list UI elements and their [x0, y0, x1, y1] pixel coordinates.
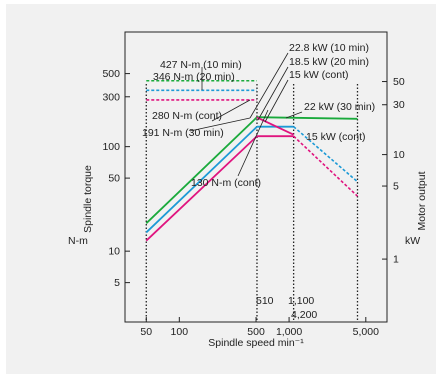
- reference-lines: [145, 84, 359, 322]
- annotation-15-kw-right: 15 kW (cont): [306, 131, 366, 143]
- ref-label-4200: 4,200: [291, 309, 317, 321]
- annotation-346-torque: 346 N-m (20 min): [153, 71, 235, 83]
- y-left-tick-label-300: 300: [102, 91, 120, 103]
- y-left-tick-label-100: 100: [102, 141, 120, 153]
- annotation-427-torque: 427 N-m (10 min): [160, 59, 242, 71]
- y-right-tick-label-10: 10: [393, 149, 405, 161]
- output-flat-green: [256, 116, 358, 120]
- y-right-axis-title: Motor output: [416, 171, 428, 230]
- y-right-tick-label-50: 50: [393, 76, 405, 88]
- x-axis-title-text: Spindle speed min⁻¹: [208, 337, 304, 349]
- y-left-axis-unit: N-m: [68, 235, 88, 247]
- ref-label-1100: 1,100: [288, 295, 314, 307]
- output-ramp-magenta: [145, 135, 258, 242]
- y-left-tick-label-500: 500: [102, 68, 120, 80]
- x-tick-label-1000: 1,000: [276, 326, 302, 338]
- annotation-22-kw: 22 kW (30 min): [304, 101, 375, 113]
- chart-panel: 5 10 50 100 300 500 1 5 10 30 50 50 100 500 1,000 5,00…: [6, 4, 436, 374]
- y-right-tick-label-5: 5: [393, 181, 399, 193]
- y-left-tick-label-50: 50: [108, 173, 120, 185]
- leader-line-7: [264, 79, 289, 123]
- annotation-18-5-kw: 18.5 kW (20 min): [289, 56, 369, 68]
- output-ramp-green: [145, 116, 258, 224]
- y-left-tick-label-5: 5: [114, 277, 120, 289]
- leader-line-3: [189, 117, 251, 132]
- output-falloff-blue: [293, 126, 359, 183]
- annotation-15-kw-top: 15 kW (cont): [289, 69, 349, 81]
- output-ramp-blue: [145, 126, 258, 234]
- output-falloff-magenta: [293, 135, 359, 197]
- x-tick-label-500: 500: [247, 326, 265, 338]
- leader-line-5: [249, 52, 289, 119]
- leader-line-4: [237, 109, 269, 177]
- y-right-tick-label-30: 30: [393, 99, 405, 111]
- torque-cont-magenta: [256, 116, 295, 136]
- annotation-191-torque: 191 N-m (30 min): [142, 127, 224, 139]
- x-axis-title: Spindle speed min⁻¹: [208, 337, 304, 349]
- ref-label-510: 510: [256, 295, 274, 307]
- x-tick-label-5000: 5,000: [353, 326, 379, 338]
- leader-line-6: [257, 66, 289, 121]
- annotation-leaders: [189, 52, 303, 177]
- y-left-axis-title: Spindle torque: [82, 165, 94, 233]
- x-tick-label-100: 100: [171, 326, 189, 338]
- series-lines: [145, 79, 359, 242]
- y-right-axis-unit: kW: [405, 235, 420, 247]
- y-axis-ticks: 5 10 50 100 300 500 1 5 10 30 50: [102, 68, 404, 289]
- annotation-130-torque: 130 N-m (cont): [191, 177, 261, 189]
- leader-line-2: [211, 99, 251, 122]
- leader-line-8: [285, 111, 303, 119]
- y-right-tick-label-1: 1: [393, 254, 399, 266]
- x-tick-label-50: 50: [140, 326, 152, 338]
- x-axis-ticks: 50 100 500 1,000 5,000: [140, 317, 379, 338]
- annotation-22-8-kw: 22.8 kW (10 min): [289, 42, 369, 54]
- annotation-280-torque: 280 N-m (cont): [152, 110, 222, 122]
- y-left-tick-label-10: 10: [108, 246, 120, 258]
